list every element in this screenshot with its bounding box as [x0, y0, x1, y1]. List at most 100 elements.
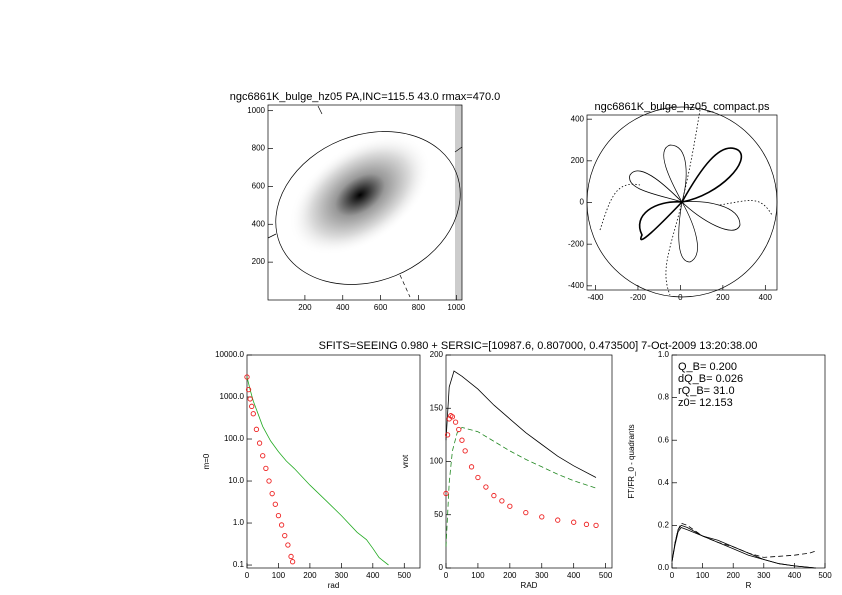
data-point: [444, 432, 451, 438]
y-tick-label: 0.6: [658, 435, 670, 444]
x-tick-label: 200: [727, 571, 741, 580]
plot-frame: [246, 354, 421, 569]
y-tick-label: 10.0: [228, 476, 244, 485]
x-tick-label: 400: [788, 571, 802, 580]
chart-title: ngc6861K_bulge_hz05_compact.ps: [595, 101, 770, 113]
x-tick-label: 400: [759, 293, 773, 302]
galaxy-image: [267, 105, 463, 300]
data-point: [260, 453, 266, 459]
y-tick-label: -400: [568, 281, 585, 290]
x-tick-label: 400: [567, 571, 581, 580]
y-tick-label: 1000.0: [220, 392, 245, 401]
data-point: [523, 509, 529, 516]
data-point: [282, 533, 288, 539]
data-point: [288, 553, 294, 560]
y-tick-label: 0.8: [658, 393, 670, 402]
x-tick-label: 200: [716, 293, 730, 302]
y-tick-label: 0.4: [658, 478, 670, 487]
data-point: [462, 448, 468, 454]
data-point: [583, 521, 590, 527]
data-point: [278, 522, 285, 528]
data-point: [571, 519, 577, 525]
annotation: dQ_B= 0.026: [678, 373, 743, 385]
y-tick-label: 0.0: [658, 563, 670, 572]
data-point: [459, 437, 465, 443]
chart-title: ngc6861K_bulge_hz05 PA,INC=115.5 43.0 rm…: [230, 91, 501, 103]
y-tick-label: 0.1: [233, 560, 245, 569]
data-point: [475, 474, 481, 481]
x-tick-label: 300: [535, 571, 549, 580]
data-point: [289, 559, 296, 565]
data-point: [275, 512, 282, 519]
data-point: [555, 517, 561, 523]
x-tick-label: 1000: [447, 303, 465, 312]
data-point: [452, 419, 459, 425]
x-tick-label: 500: [599, 571, 613, 580]
plot-frame: [671, 354, 826, 569]
y-tick-label: 800: [252, 144, 266, 153]
y-tick-label: 1.0: [658, 350, 670, 359]
x-tick-label: 100: [471, 571, 485, 580]
y-tick-label: 150: [430, 403, 444, 412]
annotation: Q_B= 0.200: [678, 361, 737, 373]
y-tick-label: 100: [430, 457, 444, 466]
y-tick-label: 400: [571, 114, 585, 123]
y-tick-label: 1.0: [233, 518, 245, 527]
x-tick-label: -200: [630, 293, 647, 302]
data-point: [263, 465, 269, 472]
y-tick-label: 1000: [247, 106, 265, 115]
x-tick-label: 200: [298, 303, 312, 312]
data-point: [468, 464, 475, 470]
annotation: z0= 12.153: [678, 397, 733, 409]
data-line: [445, 426, 597, 547]
data-line: [671, 524, 816, 569]
x-tick-label: 500: [398, 571, 412, 580]
data-point: [247, 396, 253, 402]
x-axis-label: RAD: [521, 581, 538, 590]
y-tick-label: 200: [430, 350, 444, 359]
data-point: [491, 492, 497, 499]
data-line: [445, 370, 597, 478]
suptitle: SFITS=SEEING 0.980 + SERSIC=[10987.6, 0.…: [319, 340, 758, 352]
x-tick-label: 800: [412, 303, 426, 312]
data-point: [266, 478, 272, 484]
annotation: rQ_B= 31.0: [678, 385, 735, 397]
y-axis-label: FT/FR_0 - quadrants: [627, 424, 636, 498]
y-tick-label: 200: [571, 156, 585, 165]
data-point: [507, 503, 513, 509]
x-tick-label: 100: [272, 571, 286, 580]
x-tick-label: -400: [587, 293, 604, 302]
y-tick-label: -200: [568, 239, 585, 248]
x-axis-label: R: [746, 581, 752, 590]
data-point: [285, 542, 291, 548]
data-point: [244, 374, 250, 380]
data-point: [249, 403, 255, 409]
plot-frame: [267, 104, 463, 301]
y-tick-label: 50: [434, 510, 443, 519]
data-point: [456, 426, 462, 433]
y-tick-label: 100.0: [224, 434, 245, 443]
y-tick-label: 400: [252, 219, 266, 228]
x-tick-label: 200: [303, 571, 317, 580]
data-line: [671, 527, 816, 569]
x-tick-label: 0: [678, 293, 683, 302]
x-tick-label: 600: [374, 303, 388, 312]
x-tick-label: 200: [503, 571, 517, 580]
data-point: [499, 498, 505, 504]
y-tick-label: 0.2: [658, 521, 670, 530]
y-tick-label: 0: [439, 563, 444, 572]
data-point: [269, 491, 275, 497]
x-tick-label: 500: [818, 571, 832, 580]
data-point: [250, 411, 256, 417]
data-point: [256, 440, 263, 446]
data-point: [449, 414, 456, 420]
y-tick-label: 600: [252, 182, 266, 191]
data-line: [671, 522, 816, 562]
y-axis-label: vrot: [401, 454, 410, 468]
x-tick-label: 300: [335, 571, 349, 580]
x-tick-label: 400: [336, 303, 350, 312]
y-tick-label: 200: [252, 257, 266, 266]
x-tick-label: 0: [670, 571, 675, 580]
x-tick-label: 100: [696, 571, 710, 580]
